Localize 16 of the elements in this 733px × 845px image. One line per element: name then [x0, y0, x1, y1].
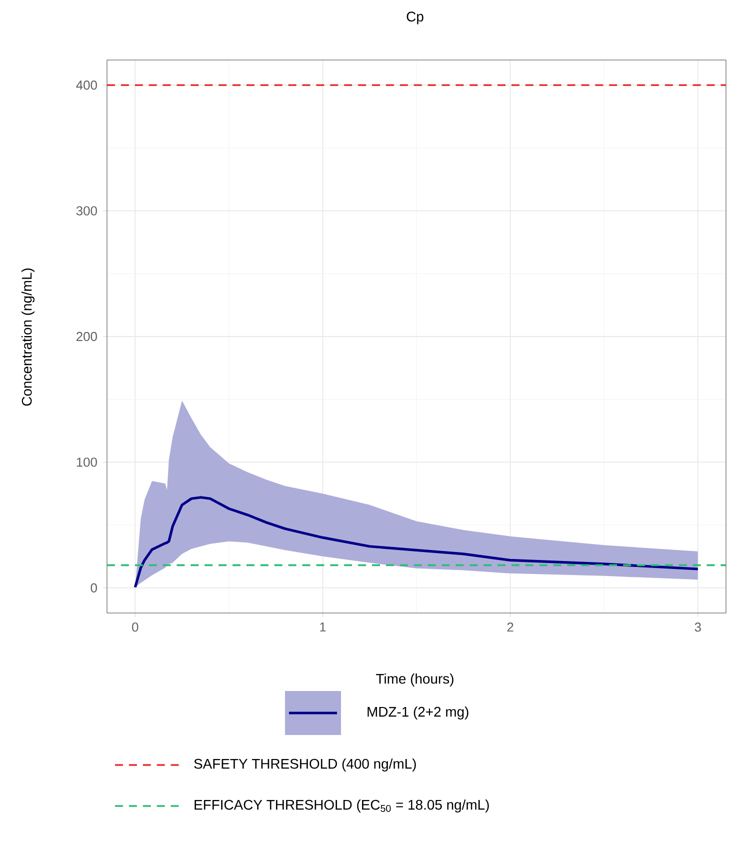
y-tick-label: 0 [90, 583, 97, 592]
y-tick-label: 100 [76, 458, 97, 467]
legend-label: MDZ-1 (2+2 mg) [368, 706, 468, 720]
x-tick-label: 0 [132, 622, 138, 632]
chart-title: Cp [406, 12, 424, 24]
x-axis-title: Time (hours) [376, 673, 454, 686]
legend-label: EFFICACY THRESHOLD (EC$_{50}$ = 18.05 ng/mL) [194, 799, 489, 812]
y-tick-label: 200 [76, 332, 97, 342]
x-tick-label: 1 [320, 622, 326, 632]
x-tick-label: 2 [507, 622, 514, 632]
x-tick-label: 3 [694, 622, 701, 632]
line-series [134, 496, 700, 589]
legend-label: SAFETY THRESHOLD (400 ng/mL) [194, 758, 416, 772]
y-tick-label: 300 [76, 206, 97, 216]
y-axis-title: Concentration (ng/mL) [21, 268, 34, 406]
y-tick-label: 400 [76, 80, 97, 90]
